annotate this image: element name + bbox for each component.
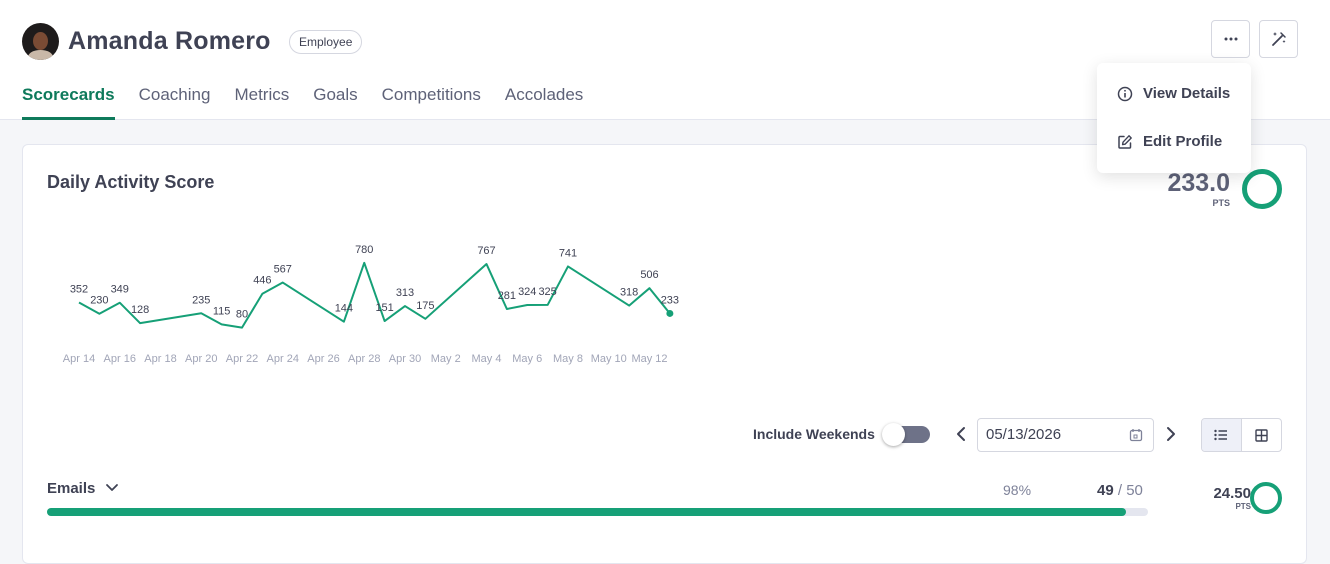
info-icon — [1117, 86, 1133, 101]
tab-competitions[interactable]: Competitions — [381, 85, 481, 104]
x-tick-label: May 8 — [553, 353, 583, 365]
x-tick-label: Apr 16 — [104, 353, 136, 365]
metric-count-separator: / — [1113, 482, 1127, 499]
x-tick-label: Apr 24 — [267, 353, 299, 365]
grid-icon — [1255, 428, 1268, 442]
score-unit: PTS — [1212, 198, 1230, 208]
tab-goals[interactable]: Goals — [313, 85, 358, 104]
data-label: 230 — [90, 295, 108, 307]
metric-percent: 98% — [1003, 482, 1032, 498]
metric-count-target: 50 — [1126, 482, 1143, 499]
menu-item-label: Edit Profile — [1143, 133, 1223, 150]
data-label: 741 — [559, 247, 577, 259]
list-view-button[interactable] — [1202, 419, 1242, 451]
more-horizontal-icon — [1224, 37, 1237, 41]
data-label: 233 — [661, 294, 679, 306]
data-label: 144 — [335, 303, 353, 315]
x-tick-label: May 12 — [631, 353, 667, 365]
data-label: 313 — [396, 287, 414, 299]
data-label: 349 — [111, 284, 129, 296]
x-tick-label: Apr 30 — [389, 353, 421, 365]
series-line — [78, 261, 671, 329]
data-label: 506 — [640, 269, 658, 281]
tab-metrics[interactable]: Metrics — [234, 85, 290, 104]
tab-coaching[interactable]: Coaching — [138, 85, 211, 104]
tab-accolades[interactable]: Accolades — [504, 85, 584, 104]
score-value: 233.0 — [1167, 169, 1230, 197]
avatar-face — [33, 32, 48, 50]
x-tick-label: May 10 — [591, 353, 627, 365]
tab-scorecards[interactable]: Scorecards — [22, 85, 115, 120]
card-title: Daily Activity Score — [47, 172, 215, 192]
include-weekends-toggle[interactable] — [882, 423, 930, 446]
x-tick-label: May 2 — [431, 353, 461, 365]
menu-item-edit-profile[interactable]: Edit Profile — [1117, 133, 1222, 150]
data-label: 281 — [498, 290, 516, 302]
magic-button[interactable] — [1259, 20, 1298, 58]
x-tick-label: Apr 14 — [63, 353, 95, 365]
metric-count: 49 / 50 — [1097, 482, 1143, 499]
menu-item-view-details[interactable]: View Details — [1117, 85, 1230, 102]
data-label: 115 — [213, 305, 231, 317]
avatar — [22, 23, 59, 60]
x-tick-label: May 6 — [512, 353, 542, 365]
data-label: 780 — [355, 244, 373, 256]
data-label: 446 — [253, 275, 271, 287]
tab-bar: Scorecards Coaching Metrics Goals Compet… — [22, 85, 583, 120]
menu-item-label: View Details — [1143, 85, 1231, 102]
metric-points-ring — [1250, 482, 1282, 514]
magic-wand-icon — [1271, 32, 1286, 46]
chevron-down-icon[interactable] — [105, 483, 119, 493]
next-date-button[interactable] — [1165, 425, 1177, 446]
calendar-icon[interactable] — [1129, 428, 1143, 442]
metric-points: 24.50 — [1213, 485, 1251, 502]
view-toggle-group — [1201, 418, 1282, 452]
metric-count-value: 49 — [1097, 482, 1114, 499]
role-badge: Employee — [289, 30, 363, 54]
x-tick-label: Apr 22 — [226, 353, 258, 365]
metric-points-unit: PTS — [1235, 502, 1251, 511]
more-button[interactable] — [1211, 20, 1250, 58]
x-tick-label: Apr 26 — [307, 353, 339, 365]
last-point-marker — [666, 309, 674, 317]
metric-name[interactable]: Emails — [47, 480, 96, 497]
data-label: 567 — [274, 264, 292, 276]
list-icon — [1214, 429, 1228, 441]
include-weekends-label: Include Weekends — [753, 426, 875, 442]
x-tick-label: Apr 20 — [185, 353, 217, 365]
x-tick-label: May 4 — [472, 353, 502, 365]
data-label: 325 — [538, 286, 556, 298]
data-label: 318 — [620, 287, 638, 299]
data-label: 352 — [70, 283, 88, 295]
grid-view-button[interactable] — [1242, 419, 1282, 451]
chevron-right-icon — [1167, 427, 1175, 441]
data-label: 128 — [131, 304, 149, 316]
data-label: 80 — [236, 309, 248, 321]
employee-name: Amanda Romero — [68, 27, 271, 55]
data-label: 767 — [477, 245, 495, 257]
metric-progress-fill — [47, 508, 1126, 516]
profile-header: Amanda Romero Employee Scorecards Coachi… — [0, 0, 1330, 120]
date-input[interactable]: 05/13/2026 — [977, 418, 1154, 452]
metric-progress-track — [47, 508, 1148, 516]
x-tick-label: Apr 18 — [144, 353, 176, 365]
score-ring — [1242, 169, 1282, 209]
toggle-knob — [882, 423, 905, 446]
activity-card: Daily Activity Score 233.0 PTS 352 230 349… — [22, 144, 1307, 564]
more-menu: View Details Edit Profile — [1097, 63, 1251, 173]
edit-icon — [1118, 134, 1132, 149]
data-label: 324 — [518, 286, 536, 298]
avatar-shirt — [28, 50, 53, 60]
data-label: 235 — [192, 294, 210, 306]
data-label: 175 — [416, 300, 434, 312]
data-label: 151 — [375, 302, 393, 314]
chevron-left-icon — [957, 427, 965, 441]
x-tick-label: Apr 28 — [348, 353, 380, 365]
prev-date-button[interactable] — [955, 425, 967, 446]
